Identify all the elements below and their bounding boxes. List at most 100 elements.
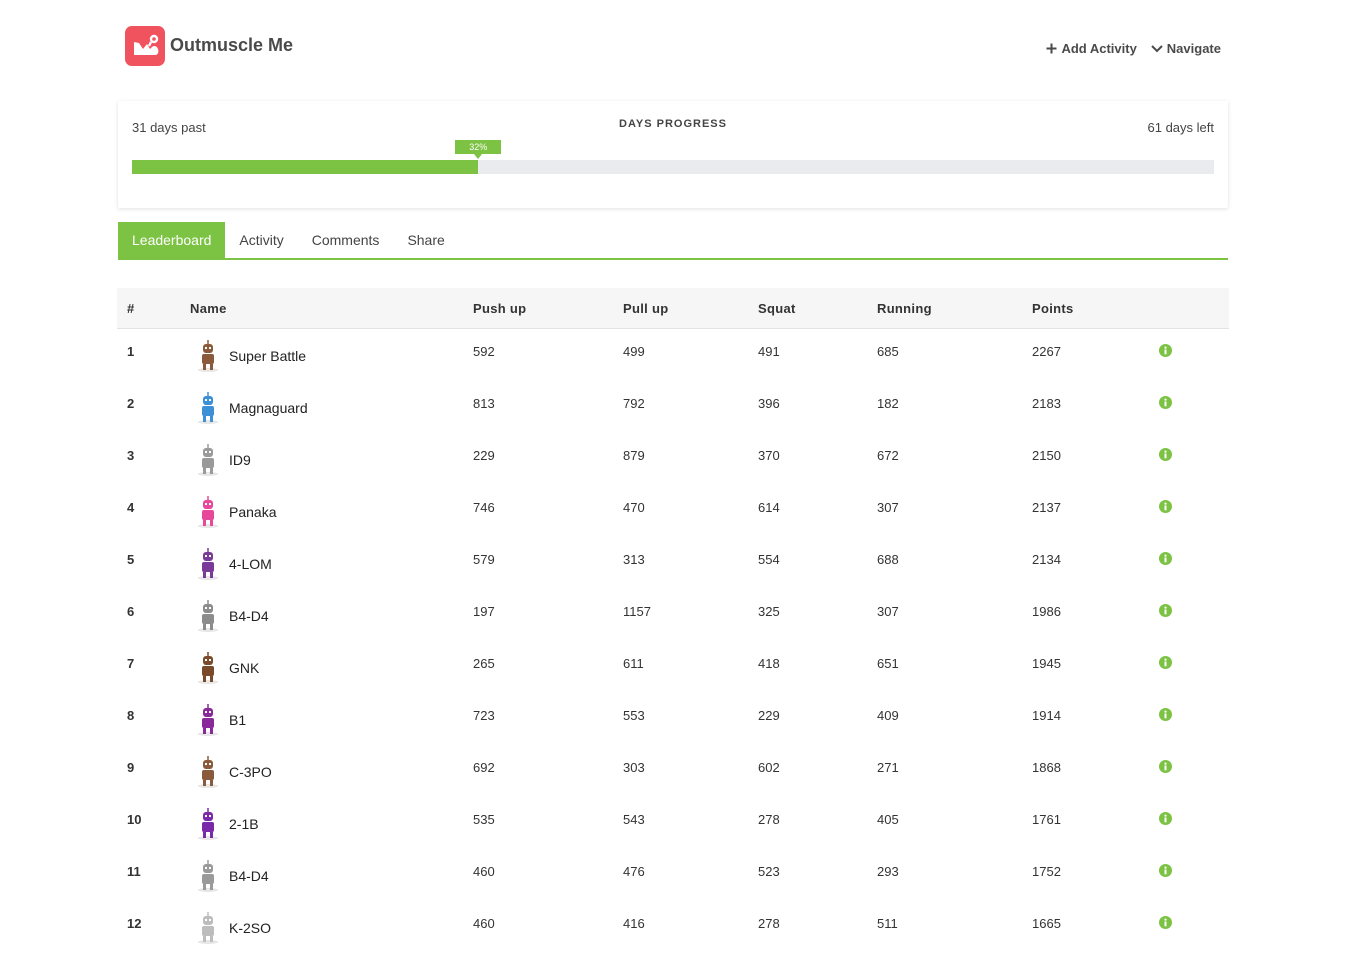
tab-comments[interactable]: Comments: [311, 232, 380, 248]
info-icon[interactable]: [1159, 656, 1172, 669]
running-cell: 651: [877, 656, 899, 671]
plus-icon: [1046, 43, 1057, 54]
days-past: 31 days past: [132, 120, 206, 135]
points-cell: 2137: [1032, 500, 1061, 515]
info-icon[interactable]: [1159, 916, 1172, 929]
squat-cell: 614: [758, 500, 780, 515]
running-cell: 672: [877, 448, 899, 463]
days-progress-title: DAYS PROGRESS: [619, 118, 727, 130]
push-up-cell: 265: [473, 656, 495, 671]
tab-activity[interactable]: Activity: [239, 232, 284, 248]
player-name-cell[interactable]: K-2SO: [190, 901, 473, 945]
player-name-cell[interactable]: 2-1B: [190, 797, 473, 841]
points-cell: 1945: [1032, 656, 1061, 671]
running-cell: 307: [877, 500, 899, 515]
avatar: [198, 444, 218, 476]
player-name: B4-D4: [229, 608, 269, 624]
squat-cell: 229: [758, 708, 780, 723]
progress-fill: [132, 160, 479, 174]
running-cell: 409: [877, 708, 899, 723]
top-nav: Add Activity Navigate: [1046, 41, 1221, 56]
tab-share[interactable]: Share: [407, 232, 445, 248]
points-cell: 2150: [1032, 448, 1061, 463]
running-cell: 307: [877, 604, 899, 619]
table-row[interactable]: 4 Panaka 746 470 614 307 2137: [117, 485, 1229, 537]
running-cell: 405: [877, 812, 899, 827]
table-row[interactable]: 11 B4-D4 460 476 523 293 1752: [117, 849, 1229, 901]
avatar: [198, 548, 218, 580]
points-cell: 1665: [1032, 916, 1061, 931]
flexed-arm-icon[interactable]: [125, 26, 165, 66]
player-name-cell[interactable]: C-3PO: [190, 745, 473, 789]
col-header-points[interactable]: Points: [1032, 288, 1157, 329]
table-row[interactable]: 1 Super Battle 592 499 491 685 2267: [117, 329, 1229, 382]
points-cell: 1986: [1032, 604, 1061, 619]
pull-up-cell: 1157: [623, 604, 651, 619]
avatar: [198, 652, 218, 684]
navigate-dropdown[interactable]: Navigate: [1151, 41, 1221, 56]
days-progress-card: 31 days past DAYS PROGRESS 61 days left …: [118, 101, 1228, 208]
pull-up-cell: 313: [623, 552, 645, 567]
player-name-cell[interactable]: Panaka: [190, 485, 473, 529]
player-name: 4-LOM: [229, 556, 272, 572]
tab-leaderboard[interactable]: Leaderboard: [118, 222, 226, 258]
pull-up-cell: 303: [623, 760, 645, 775]
pull-up-cell: 543: [623, 812, 645, 827]
info-icon[interactable]: [1159, 448, 1172, 461]
push-up-cell: 592: [473, 344, 495, 359]
col-header-running[interactable]: Running: [877, 288, 1032, 329]
squat-cell: 523: [758, 864, 780, 879]
player-name-cell[interactable]: GNK: [190, 641, 473, 685]
running-cell: 271: [877, 760, 899, 775]
add-activity-button[interactable]: Add Activity: [1046, 41, 1137, 56]
col-header-squat[interactable]: Squat: [758, 288, 877, 329]
table-row[interactable]: 8 B1 723 553 229 409 1914: [117, 693, 1229, 745]
info-icon[interactable]: [1159, 864, 1172, 877]
avatar: [198, 860, 218, 892]
player-name-cell[interactable]: 4-LOM: [190, 537, 473, 581]
player-name-cell[interactable]: B4-D4: [190, 849, 473, 893]
info-icon[interactable]: [1159, 708, 1172, 721]
col-header-name[interactable]: Name: [190, 288, 473, 329]
rank-cell: 3: [127, 448, 135, 463]
info-icon[interactable]: [1159, 812, 1172, 825]
info-icon[interactable]: [1159, 604, 1172, 617]
pull-up-cell: 879: [623, 448, 645, 463]
player-name: C-3PO: [229, 764, 272, 780]
table-row[interactable]: 5 4-LOM 579 313 554 688 2134: [117, 537, 1229, 589]
table-row[interactable]: 7 GNK 265 611 418 651 1945: [117, 641, 1229, 693]
points-cell: 1914: [1032, 708, 1061, 723]
player-name: GNK: [229, 660, 260, 676]
pull-up-cell: 611: [623, 656, 644, 671]
table-row[interactable]: 9 C-3PO 692 303 602 271 1868: [117, 745, 1229, 797]
info-icon[interactable]: [1159, 344, 1172, 357]
player-name-cell[interactable]: B1: [190, 693, 473, 737]
push-up-cell: 813: [473, 396, 495, 411]
player-name: Super Battle: [229, 348, 307, 364]
player-name-cell[interactable]: Magnaguard: [190, 381, 473, 425]
navigate-label: Navigate: [1166, 41, 1221, 56]
table-row[interactable]: 2 Magnaguard 813 792 396 182 2183: [117, 381, 1229, 433]
rank-cell: 9: [127, 760, 135, 775]
table-row[interactable]: 6 B4-D4 197 1157 325 307 1986: [117, 589, 1229, 641]
player-name-cell[interactable]: ID9: [190, 433, 473, 477]
info-icon[interactable]: [1159, 760, 1172, 773]
table-row[interactable]: 12 K-2SO 460 416 278 511 1665: [117, 901, 1229, 953]
player-name-cell[interactable]: B4-D4: [190, 589, 473, 633]
pull-up-cell: 416: [623, 916, 645, 931]
info-icon[interactable]: [1159, 396, 1172, 409]
col-header-actions: [1157, 288, 1229, 329]
col-header-pull-up[interactable]: Pull up: [623, 288, 758, 329]
table-row[interactable]: 10 2-1B 535 543 278 405 1761: [117, 797, 1229, 849]
info-icon[interactable]: [1159, 500, 1172, 513]
player-name: B4-D4: [229, 868, 269, 884]
app-name[interactable]: Outmuscle Me: [170, 35, 294, 55]
table-row[interactable]: 3 ID9 229 879 370 672 2150: [117, 433, 1229, 485]
info-icon[interactable]: [1159, 552, 1172, 565]
rank-cell: 2: [127, 396, 135, 411]
squat-cell: 278: [758, 916, 780, 931]
player-name-cell[interactable]: Super Battle: [190, 329, 473, 373]
tab-bar: Leaderboard Activity Comments Share: [118, 222, 1228, 260]
col-header-push-up[interactable]: Push up: [473, 288, 623, 329]
progress-percent-badge: 32%: [455, 140, 502, 159]
